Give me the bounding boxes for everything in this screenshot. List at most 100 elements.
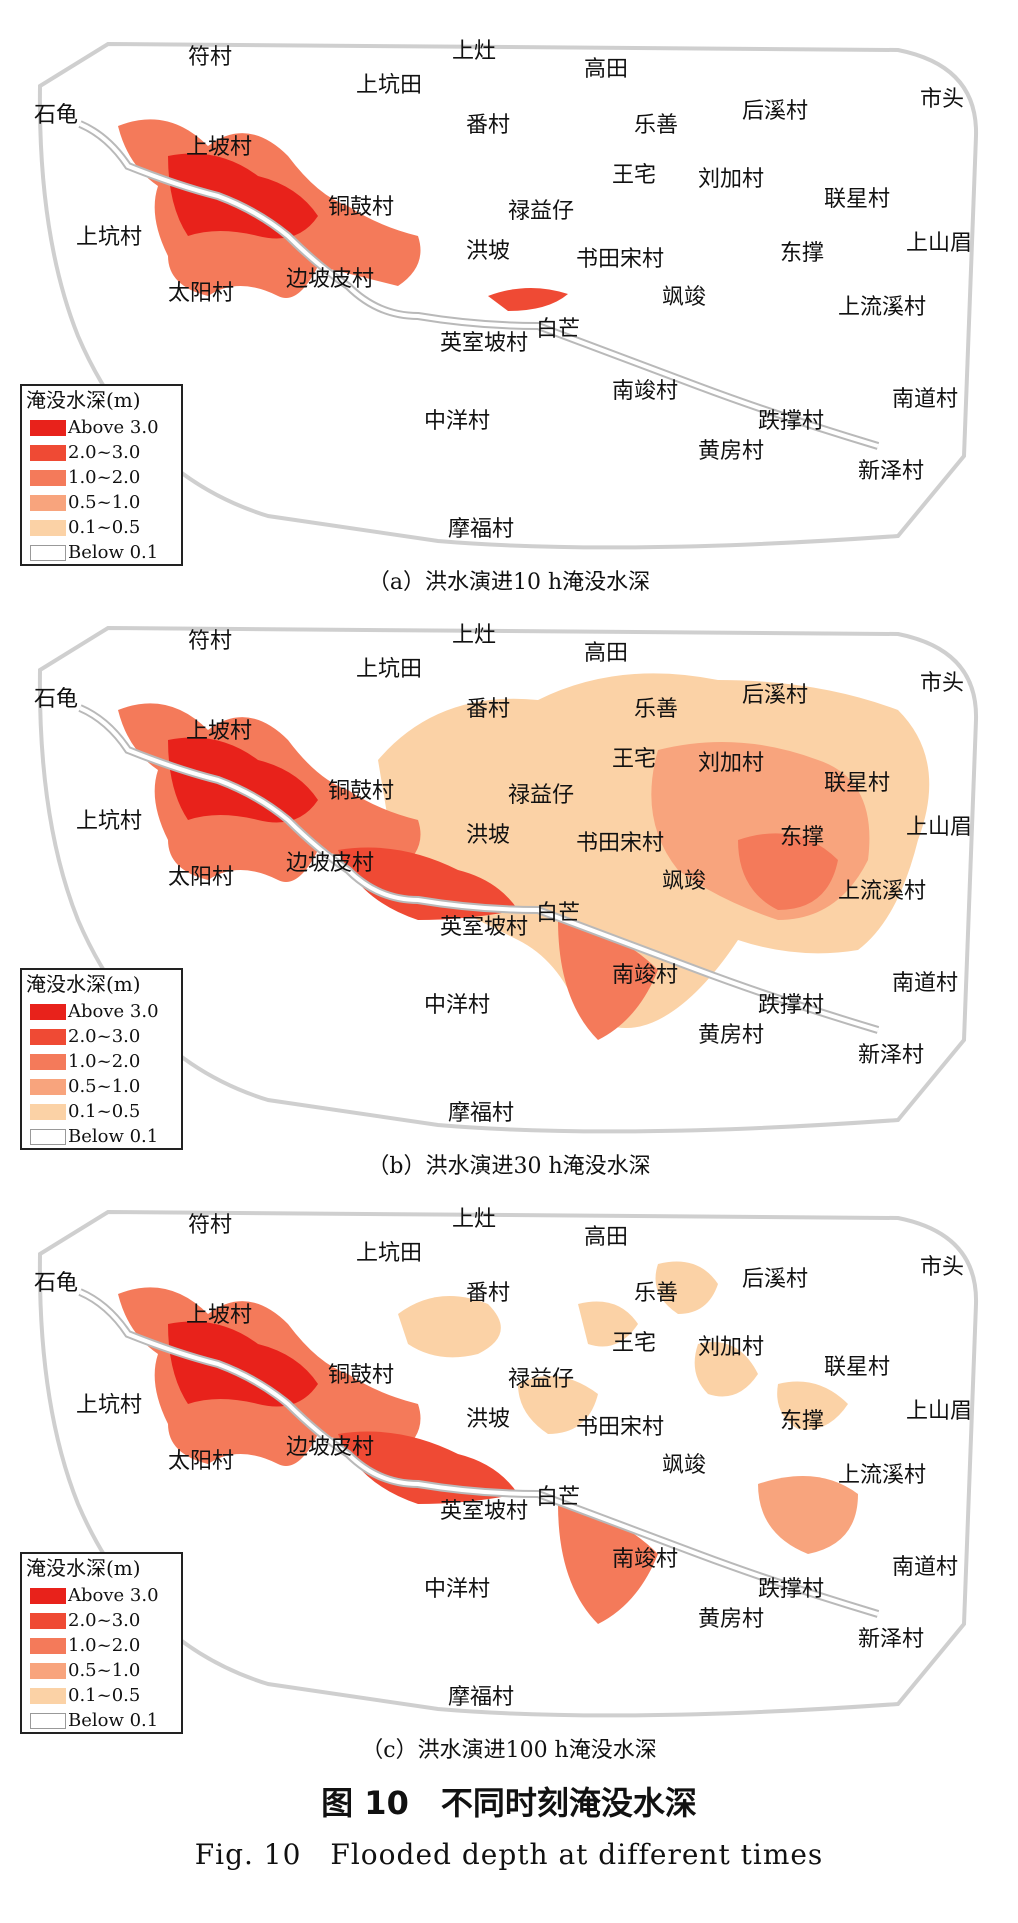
map-panel-b: 符村 上灶 高田 上坑田 石龟 番村 乐善 后溪村 市头 上坡村 王宅 刘加村 … xyxy=(18,620,980,1150)
legend-row: Above 3.0 xyxy=(30,1000,180,1022)
legend-title: 淹没水深(m) xyxy=(26,1556,141,1580)
map-panel-c: 符村 上灶 高田 上坑田 石龟 番村 乐善 后溪村 市头 上坡村 王宅 刘加村 … xyxy=(18,1204,980,1734)
village-label: 新泽村 xyxy=(858,1627,925,1652)
village-label: 上灶 xyxy=(452,623,497,648)
village-label: 上流溪村 xyxy=(838,1463,927,1488)
legend-swatch xyxy=(30,545,66,561)
panel-caption-a: （a）洪水演进10 h淹没水深 xyxy=(367,570,651,595)
village-label: 上灶 xyxy=(452,1207,497,1232)
village-label: 上坑村 xyxy=(76,1393,143,1418)
village-label: 飒竣 xyxy=(662,869,707,894)
figure-title-cn: 图 10 不同时刻淹没水深 xyxy=(321,1784,697,1822)
legend-label: 0.1~0.5 xyxy=(68,1101,141,1122)
village-label: 王宅 xyxy=(612,747,657,772)
panel-caption-b: （b）洪水演进30 h淹没水深 xyxy=(367,1154,651,1179)
legend-swatch xyxy=(30,520,66,536)
legend-label: Below 0.1 xyxy=(68,1126,159,1147)
village-label: 上山眉 xyxy=(906,815,973,840)
village-label: 南竣村 xyxy=(612,963,679,988)
legend-label: 2.0~3.0 xyxy=(68,1610,141,1631)
legend-swatch xyxy=(30,1054,66,1070)
legend-label: 0.5~1.0 xyxy=(68,492,141,513)
village-label: 高田 xyxy=(584,1225,629,1250)
legend-swatch xyxy=(30,445,66,461)
legend-row: 0.5~1.0 xyxy=(30,1659,180,1681)
village-label: 番村 xyxy=(466,1281,511,1306)
legend-label: 1.0~2.0 xyxy=(68,1635,141,1656)
legend-row: 1.0~2.0 xyxy=(30,1050,180,1072)
village-label: 飒竣 xyxy=(662,1453,707,1478)
village-label: 白芒 xyxy=(536,901,581,926)
legend-row: 2.0~3.0 xyxy=(30,441,180,463)
study-area-boundary xyxy=(37,625,979,1134)
legend-label: 1.0~2.0 xyxy=(68,1051,141,1072)
village-label: 黄房村 xyxy=(698,439,765,464)
legend-swatch xyxy=(30,1129,66,1145)
village-label: 中洋村 xyxy=(424,1577,491,1602)
village-label: 刘加村 xyxy=(698,1335,765,1360)
legend-label: Above 3.0 xyxy=(68,417,159,438)
legend-swatch xyxy=(30,495,66,511)
village-label: 英室坡村 xyxy=(440,331,529,356)
legend-label: 0.5~1.0 xyxy=(68,1076,141,1097)
village-label: 上坑村 xyxy=(76,225,143,250)
village-label: 书田宋村 xyxy=(576,1415,665,1440)
river xyxy=(79,706,879,1032)
village-label: 联星村 xyxy=(824,187,891,212)
legend-row: 0.1~0.5 xyxy=(30,1684,180,1706)
village-label: 上灶 xyxy=(452,39,497,64)
village-label: 上坡村 xyxy=(186,1303,253,1328)
village-label: 市头 xyxy=(920,671,965,696)
legend-swatch xyxy=(30,1613,66,1629)
legend-row: 0.5~1.0 xyxy=(30,1075,180,1097)
legend-row: Above 3.0 xyxy=(30,1584,180,1606)
legend-label: Below 0.1 xyxy=(68,542,159,563)
village-label: 铜鼓村 xyxy=(328,779,395,804)
legend-label: 0.5~1.0 xyxy=(68,1660,141,1681)
village-label: 摩福村 xyxy=(448,1101,515,1126)
legend-row: 0.5~1.0 xyxy=(30,491,180,513)
village-label: 新泽村 xyxy=(858,1043,925,1068)
village-label: 书田宋村 xyxy=(576,831,665,856)
village-label: 边坡皮村 xyxy=(286,267,375,292)
village-label: 太阳村 xyxy=(168,865,235,890)
village-label: 高田 xyxy=(584,57,629,82)
legend-swatch xyxy=(30,1004,66,1020)
village-label: 英室坡村 xyxy=(440,1499,529,1524)
village-label: 白芒 xyxy=(536,317,581,342)
village-label: 东撑 xyxy=(780,241,825,266)
legend-swatch xyxy=(30,420,66,436)
legend-row: 2.0~3.0 xyxy=(30,1025,180,1047)
village-label: 禄益仔 xyxy=(508,783,575,808)
legend-row: 0.1~0.5 xyxy=(30,1100,180,1122)
village-label: 石龟 xyxy=(34,687,79,712)
legend-swatch xyxy=(30,1079,66,1095)
legend-label: 0.1~0.5 xyxy=(68,517,141,538)
legend-swatch xyxy=(30,1713,66,1729)
village-label: 摩福村 xyxy=(448,517,515,542)
legend-swatch xyxy=(30,1588,66,1604)
village-label: 禄益仔 xyxy=(508,1367,575,1392)
village-label: 石龟 xyxy=(34,103,79,128)
legend-row: 2.0~3.0 xyxy=(30,1609,180,1631)
village-label: 南道村 xyxy=(892,971,959,996)
village-label: 中洋村 xyxy=(424,409,491,434)
village-label: 太阳村 xyxy=(168,281,235,306)
legend-title: 淹没水深(m) xyxy=(26,388,141,412)
depth-legend: 淹没水深(m) Above 3.0 2.0~3.0 1.0~2.0 0.5~1.… xyxy=(20,1552,183,1734)
study-area-boundary xyxy=(37,1209,979,1718)
village-label: 符村 xyxy=(188,629,233,654)
village-label: 石龟 xyxy=(34,1271,79,1296)
legend-row: 1.0~2.0 xyxy=(30,1634,180,1656)
village-label: 番村 xyxy=(466,697,511,722)
legend-row: Above 3.0 xyxy=(30,416,180,438)
legend-label: 2.0~3.0 xyxy=(68,442,141,463)
village-label: 市头 xyxy=(920,1255,965,1280)
figure-title-en: Fig. 10 Flooded depth at different times xyxy=(194,1838,824,1871)
village-label: 铜鼓村 xyxy=(328,1363,395,1388)
legend-label: 2.0~3.0 xyxy=(68,1026,141,1047)
legend-label: Below 0.1 xyxy=(68,1710,159,1731)
village-label: 飒竣 xyxy=(662,285,707,310)
village-label: 边坡皮村 xyxy=(286,1435,375,1460)
legend-swatch xyxy=(30,1663,66,1679)
